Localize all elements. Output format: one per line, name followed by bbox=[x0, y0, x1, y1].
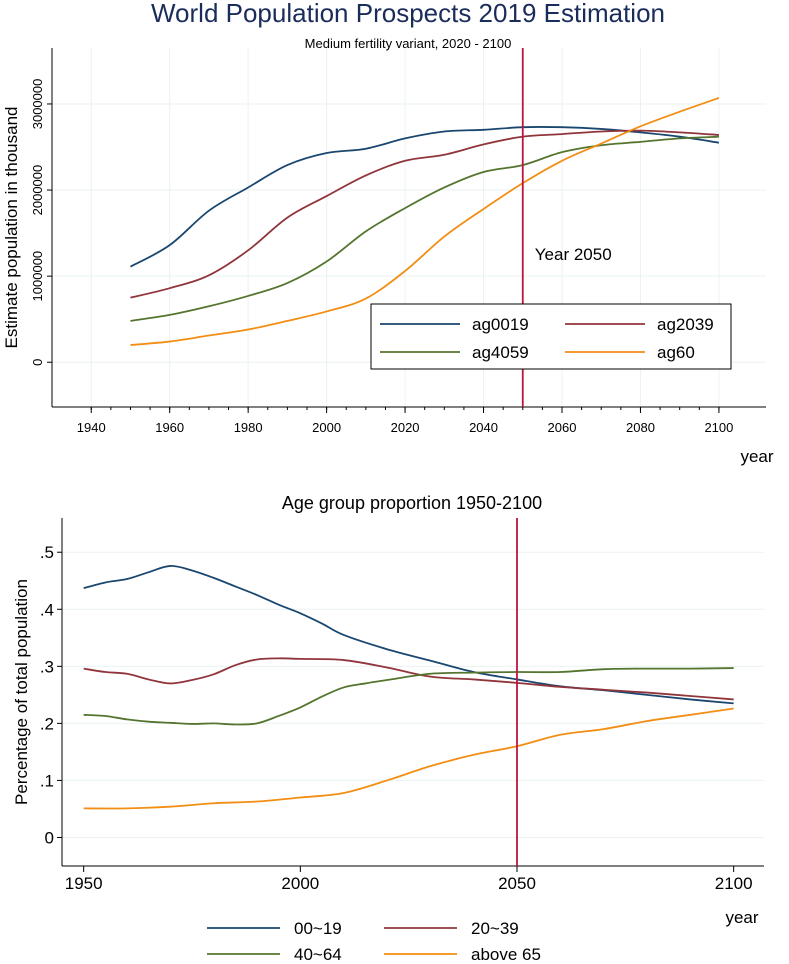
legend-label: ag4059 bbox=[472, 343, 529, 362]
proportion-chart: Age group proportion 1950-2100 0 .1 .2 .3 .4.… bbox=[12, 493, 764, 964]
x-tick-label: 2020 bbox=[391, 420, 420, 435]
x-tick-label: 2000 bbox=[281, 874, 319, 893]
y-tick-label: .3 bbox=[40, 657, 54, 676]
series-line-ag4059 bbox=[130, 135, 719, 322]
x-tick-label: 2080 bbox=[626, 420, 655, 435]
legend-label: 20~39 bbox=[471, 919, 519, 938]
y-tick-label: .5 bbox=[40, 543, 54, 562]
x-tick-label: 2000 bbox=[312, 420, 341, 435]
y-axis-title: Estimate population in thousand bbox=[2, 107, 21, 349]
x-tick-label: 2100 bbox=[715, 874, 753, 893]
legend-label: ag0019 bbox=[472, 315, 529, 334]
x-tick-label: 2060 bbox=[548, 420, 577, 435]
y-tick-label: .4 bbox=[40, 600, 54, 619]
x-tick-label: 1950 bbox=[65, 874, 103, 893]
x-tick-label: 1980 bbox=[234, 420, 263, 435]
y-tick-label: 0 bbox=[30, 359, 45, 366]
y-tick-label: .1 bbox=[40, 771, 54, 790]
legend-label: ag2039 bbox=[657, 315, 714, 334]
y-tick-label: 0 bbox=[45, 828, 54, 847]
y-tick-label: 3000000 bbox=[30, 79, 45, 130]
y-axis-title: Percentage of total population bbox=[12, 579, 31, 805]
x-tick-label: 2040 bbox=[469, 420, 498, 435]
population-chart: World Population Prospects 2019 Estimati… bbox=[2, 0, 774, 466]
y-tick-label: 1000000 bbox=[30, 251, 45, 302]
legend-label: above 65 bbox=[471, 945, 541, 964]
x-tick-label: 2100 bbox=[704, 420, 733, 435]
x-tick-label: 2050 bbox=[498, 874, 536, 893]
x-tick-label: 1960 bbox=[155, 420, 184, 435]
y-tick-label: .2 bbox=[40, 714, 54, 733]
reference-line-label: Year 2050 bbox=[535, 245, 612, 264]
legend-label: 00~19 bbox=[294, 919, 342, 938]
series-line-ag2039 bbox=[130, 129, 719, 299]
x-axis-title: year bbox=[725, 908, 758, 927]
legend-label: 40~64 bbox=[294, 945, 342, 964]
series-line-20-39 bbox=[83, 657, 734, 701]
chart-title: Age group proportion 1950-2100 bbox=[282, 493, 542, 513]
x-tick-label: 1940 bbox=[77, 420, 106, 435]
y-tick-label: 2000000 bbox=[30, 165, 45, 216]
series-line-ag60 bbox=[130, 97, 720, 346]
chart-subtitle: Medium fertility variant, 2020 - 2100 bbox=[305, 36, 512, 51]
legend-label: ag60 bbox=[657, 343, 695, 362]
chart-title: World Population Prospects 2019 Estimati… bbox=[151, 0, 665, 28]
series-line-40-64 bbox=[83, 667, 734, 726]
legend-box bbox=[370, 303, 732, 370]
x-axis-title: year bbox=[740, 447, 773, 466]
series-line-above-65 bbox=[83, 707, 734, 810]
